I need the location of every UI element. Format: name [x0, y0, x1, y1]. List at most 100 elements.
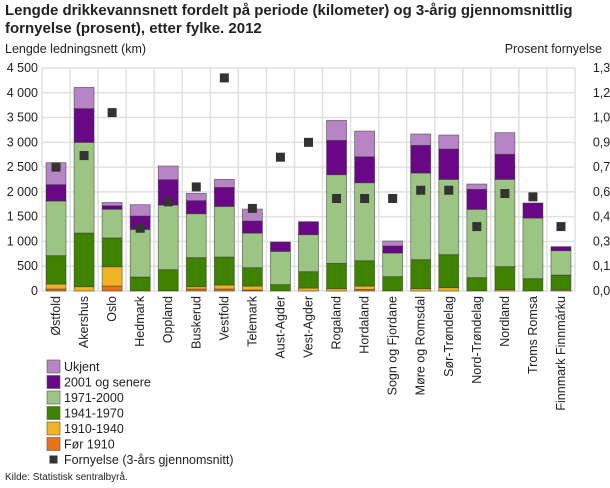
y2-tick-label: 0,90 [593, 135, 610, 149]
category-label: Oppland [161, 296, 175, 343]
bar-segment [466, 277, 488, 292]
bar-segment [522, 217, 544, 280]
bar-segment [522, 202, 544, 219]
bar-segment [326, 174, 347, 264]
bar-segment [326, 262, 347, 290]
bar-segment [129, 204, 151, 217]
bar-segment [129, 276, 151, 292]
y-tick-label: 2 500 [7, 160, 38, 174]
fornyelse-marker [528, 192, 538, 202]
category-label: Akershus [77, 296, 91, 348]
y-axis-label: Lengde ledningsnett (km) [5, 42, 147, 56]
bar-segment [466, 188, 488, 210]
fornyelse-marker [416, 185, 426, 195]
y-tick-label: 4 500 [7, 61, 38, 75]
bar-segment [270, 241, 291, 252]
bar-segment [213, 179, 235, 188]
bar-segment [213, 284, 235, 290]
fornyelse-marker [219, 73, 229, 83]
fornyelse-marker [191, 182, 201, 192]
category-label: Nordland [498, 296, 512, 347]
bar-segment [101, 202, 123, 207]
legend-label: Ukjent [64, 360, 100, 374]
y-tick-label: 0 [31, 284, 38, 298]
bar-segment [241, 285, 263, 291]
legend-label: 1941-1970 [64, 407, 124, 421]
category-label: Vest-Agder [302, 296, 316, 358]
y2-tick-label: 0,15 [593, 259, 610, 273]
bar-segment [382, 240, 404, 247]
fornyelse-marker [360, 193, 370, 203]
bar-segment [382, 252, 404, 278]
bar-segment [382, 276, 404, 292]
fornyelse-marker [444, 185, 454, 195]
y2-tick-label: 1,20 [593, 86, 610, 100]
bar-segment [101, 237, 123, 268]
y-tick-label: 2 000 [7, 185, 38, 199]
bar-segment [438, 148, 460, 180]
legend-marker [49, 455, 58, 464]
legend-swatch [46, 390, 61, 405]
bar-segment [466, 183, 488, 190]
bar-segment [185, 192, 207, 202]
bar-segment [410, 133, 432, 146]
y2-tick-label: 0,30 [593, 234, 610, 248]
legend-label: 1910-1940 [64, 422, 124, 436]
category-label: Hedmark [133, 295, 147, 346]
category-label: Østfold [49, 296, 63, 336]
bar-segment [73, 108, 95, 143]
bar-segment [522, 278, 544, 292]
fornyelse-marker [556, 222, 566, 232]
bar-segment [354, 285, 376, 290]
bar-segment [213, 206, 235, 258]
bar-segment [550, 274, 572, 291]
y2-tick-label: 0,00 [593, 284, 610, 298]
bar-segment [185, 213, 207, 259]
bar-segment [298, 271, 319, 289]
bar-segment [298, 234, 319, 273]
category-label: Telemark [245, 295, 259, 346]
bar-segment [73, 232, 95, 288]
bar-segment [550, 250, 572, 276]
bar-segment [101, 208, 123, 239]
bar-segment [410, 259, 432, 290]
bar-segment [241, 220, 263, 234]
bar-segment [354, 156, 376, 184]
bar-segment [157, 165, 179, 181]
bar-segment [101, 285, 123, 292]
bar-segment [241, 232, 263, 269]
bar-segment [185, 200, 207, 215]
bar-segment [157, 269, 179, 292]
fornyelse-marker [163, 197, 173, 207]
chart-title: Lengde drikkevannsnett fordelt på period… [5, 2, 573, 37]
bar-segment [241, 267, 263, 287]
fornyelse-marker [107, 108, 117, 118]
bar-segment [185, 257, 207, 288]
category-label: Troms Romsa [526, 296, 540, 374]
legend-swatch [46, 421, 61, 436]
bar-segment [73, 86, 95, 110]
bar-segment [45, 200, 67, 257]
bar-segment [494, 132, 516, 155]
bar-segment [213, 186, 235, 207]
bar-segment [326, 119, 347, 141]
y2-tick-label: 1,05 [593, 111, 610, 125]
y-tick-label: 3 000 [7, 135, 38, 149]
bar-segment [270, 284, 291, 292]
bar-segment [382, 245, 404, 254]
fornyelse-marker [472, 222, 482, 232]
legend-label: Før 1910 [64, 438, 115, 452]
category-label: Sogn og Fjordane [386, 296, 400, 395]
source-note: Kilde: Statistisk sentralbyrå. [5, 472, 128, 483]
y2-tick-label: 1,35 [593, 61, 610, 75]
y-tick-label: 1 500 [7, 210, 38, 224]
bar-segment [129, 228, 151, 278]
bar-segment [298, 287, 319, 292]
fornyelse-marker [275, 152, 285, 162]
bar-segment [157, 204, 179, 271]
bar-segment [466, 208, 488, 279]
legend-label: 1971-2000 [64, 391, 124, 405]
category-label: Nord-Trøndelag [470, 296, 484, 384]
bar-segment [494, 266, 516, 291]
